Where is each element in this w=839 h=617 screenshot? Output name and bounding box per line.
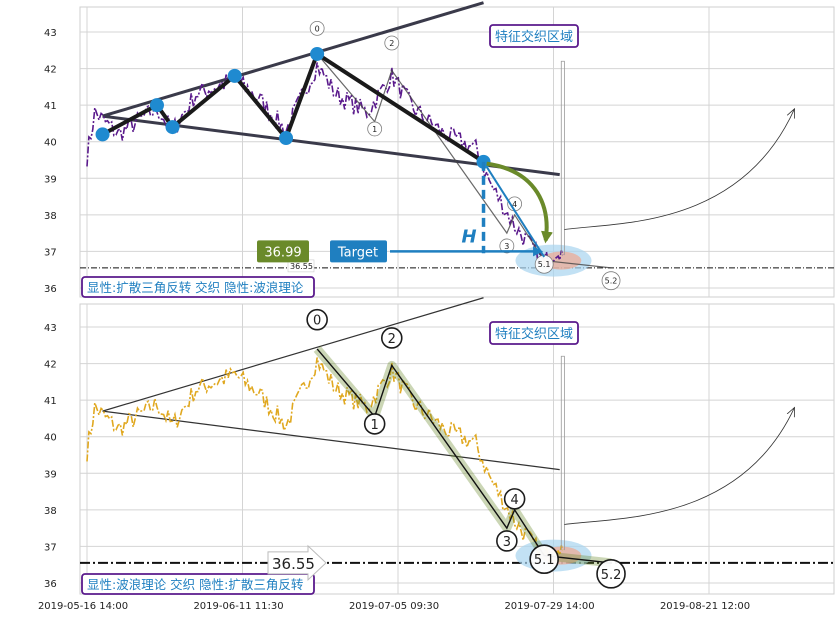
wave-label-circle	[384, 35, 400, 51]
wave-label-circle	[496, 530, 518, 552]
projection-arrow	[486, 161, 553, 244]
wave-label-0: 0	[313, 314, 321, 329]
plot-frame	[79, 6, 835, 298]
value-badge	[257, 240, 309, 263]
wave-label-circle	[306, 308, 328, 331]
zone-label: 特征交织区域	[495, 29, 573, 45]
y-tick-label: 37	[44, 542, 57, 553]
projection-curve	[564, 109, 794, 230]
wave-label-5.1: 5.1	[534, 553, 555, 568]
x-tick-label: 2019-07-29 14:00	[504, 601, 594, 612]
spike-marker	[560, 355, 565, 551]
triangle-lower-line	[102, 410, 560, 471]
spike-marker	[560, 60, 565, 256]
wave-label-5.2: 5.2	[601, 568, 622, 583]
zone-label-box	[489, 321, 579, 345]
zone-label: 特征交织区域	[495, 326, 573, 342]
wave-label-circle	[367, 121, 383, 137]
value-badge-text: 36.99	[264, 245, 301, 260]
y-tick-label: 43	[44, 323, 57, 334]
triangle-upper-line	[102, 297, 484, 412]
wave-label-circle	[363, 413, 386, 435]
wave-label-circle	[309, 20, 325, 36]
y-tick-label: 40	[44, 433, 57, 444]
caption-text: 显性:扩散三角反转 交织 隐性:波浪理论	[87, 280, 304, 295]
level-label-arrow	[267, 544, 327, 582]
price-line	[86, 357, 564, 565]
y-tick-label: 39	[44, 174, 57, 185]
wave-label-circle	[529, 544, 559, 575]
x-tick-label: 2019-08-21 12:00	[660, 601, 750, 612]
y-tick-label: 38	[44, 506, 57, 517]
wave-label-circle	[503, 488, 526, 510]
y-tick-label: 41	[44, 101, 57, 112]
wave-label-circle	[601, 271, 621, 291]
wave-label-2: 2	[388, 332, 396, 347]
caption-box	[81, 573, 315, 595]
x-tick-label: 2019-07-05 09:30	[349, 601, 439, 612]
caption-text: 显性:波浪理论 交织 隐性:扩散三角反转	[87, 577, 303, 592]
y-tick-label: 40	[44, 138, 57, 149]
y-tick-label: 39	[44, 469, 57, 480]
pivot-point	[279, 131, 294, 146]
wave-label-2: 2	[389, 39, 394, 48]
y-tick-label: 41	[44, 396, 57, 407]
wave-label-0: 0	[315, 24, 320, 33]
plot-frame	[79, 303, 835, 595]
target-badge	[330, 240, 387, 263]
wave-label-1: 1	[372, 125, 377, 134]
y-tick-label: 37	[44, 247, 57, 258]
projection-curve	[564, 407, 794, 525]
level-label: 36.55	[272, 555, 315, 573]
level-label: 36.55	[290, 262, 313, 271]
wave-label-circle	[380, 327, 403, 349]
caption-box	[81, 276, 315, 298]
price-line	[86, 62, 564, 270]
pivot-point	[95, 127, 110, 142]
y-tick-label: 38	[44, 211, 57, 222]
y-tick-label: 43	[44, 28, 57, 39]
target-label: Target	[337, 245, 378, 260]
wave-label-4: 4	[512, 200, 517, 209]
top-panel: 36 37 38 39 40 41 42 43 0 1 2 3 4 5.1 5.2 特征交织区域显性:扩散三角…	[44, 1, 835, 298]
bottom-panel: 36 37 38 39 40 41 42 43 0 1 2 3 4 5.1 5.2 特征交织区域显性:波浪理论…	[38, 297, 835, 612]
breakdown-line	[482, 161, 546, 258]
y-tick-label: 36	[44, 284, 57, 295]
wave-label-5.1: 5.1	[538, 260, 551, 269]
y-tick-label: 36	[44, 579, 57, 590]
x-tick-label: 2019-05-16 14:00	[38, 601, 128, 612]
wave-label-3: 3	[503, 535, 511, 550]
pivot-point	[227, 68, 242, 83]
y-tick-label: 42	[44, 360, 57, 371]
pivot-point	[149, 98, 164, 113]
wave-label-5.2: 5.2	[605, 277, 618, 286]
wave-label-circle	[596, 559, 626, 589]
height-label: H	[462, 226, 477, 247]
pivot-point	[165, 120, 180, 135]
wave-label-1: 1	[371, 418, 379, 433]
wave-label-circle	[499, 238, 515, 254]
triangle-upper-line	[102, 1, 484, 118]
wave-label-4: 4	[510, 493, 518, 508]
y-tick-label: 42	[44, 65, 57, 76]
zone-label-box	[489, 24, 579, 48]
x-tick-label: 2019-06-11 11:30	[193, 601, 283, 612]
wave-label-3: 3	[504, 242, 509, 251]
pivot-point	[310, 46, 325, 61]
